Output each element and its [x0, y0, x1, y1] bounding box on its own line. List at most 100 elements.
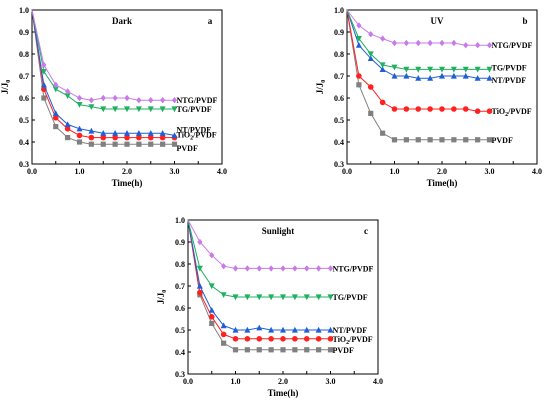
data-point [474, 108, 481, 114]
data-point [209, 320, 215, 326]
data-point [124, 94, 130, 102]
y-tick-label: 0.7 [19, 72, 29, 81]
series-label: NTG/PVDF [333, 264, 374, 273]
series-label: NTG/PVDF [492, 41, 533, 50]
series-label: TG/PVDF [177, 105, 212, 114]
x-axis-title: Time(h) [268, 388, 299, 398]
data-point [463, 137, 469, 143]
y-tick-label: 1.0 [334, 6, 344, 15]
data-point [475, 137, 481, 143]
data-point [76, 139, 83, 145]
series-tio2-pvdf: TiO2/PVDF [346, 9, 532, 118]
data-point [415, 106, 422, 112]
x-tick-label: 0.0 [27, 167, 37, 176]
data-point [462, 66, 469, 73]
data-point [197, 238, 203, 246]
y-tick-label: 0.8 [19, 50, 29, 59]
data-point [391, 137, 398, 143]
x-tick-label: 0.0 [342, 167, 352, 176]
data-point [147, 134, 154, 141]
data-point [391, 39, 398, 47]
data-point [368, 31, 374, 38]
data-point [64, 126, 71, 132]
data-point [136, 97, 142, 104]
data-point [124, 106, 130, 113]
data-point [486, 137, 493, 143]
data-point [171, 97, 178, 104]
data-point [427, 106, 433, 112]
data-point [65, 135, 71, 141]
data-point [88, 134, 95, 141]
series-tg-pvdf: TG/PVDF [187, 219, 368, 302]
data-point [53, 124, 59, 130]
data-point [53, 81, 59, 88]
data-point [148, 97, 154, 104]
x-tick-label: 1.0 [231, 377, 241, 386]
data-point [100, 106, 107, 113]
data-point [220, 322, 227, 329]
data-point [112, 130, 119, 136]
chart-panel-a: 0.0 1.0 2.0 3.0 4.0 0.3 0.4 0.5 0.6 0.7 0.8 0.9 1.0 T… [0, 6, 227, 188]
data-point [356, 73, 362, 79]
data-point [439, 72, 445, 79]
data-point [327, 294, 334, 301]
data-point [427, 39, 433, 47]
data-point [221, 340, 227, 346]
data-point [391, 72, 398, 79]
data-point [280, 347, 286, 353]
data-point [171, 132, 178, 138]
data-point [147, 106, 154, 113]
x-tick-label: 3.0 [170, 167, 180, 176]
series-label: TiO2/PVDF [177, 131, 217, 142]
data-point [450, 66, 457, 73]
y-tick-label: 0.6 [19, 94, 29, 103]
data-point [244, 326, 251, 333]
data-point [415, 137, 421, 143]
data-point [403, 39, 409, 47]
data-point [76, 94, 83, 102]
data-point [379, 66, 386, 72]
data-point [256, 336, 263, 342]
data-point [268, 336, 274, 342]
data-point [256, 347, 262, 353]
data-point [315, 336, 322, 342]
data-point [40, 69, 47, 75]
series-pvdf: PVDF [187, 219, 354, 355]
y-tick-label: 0.4 [334, 138, 344, 147]
panel-letter: c [364, 226, 368, 236]
data-point [415, 75, 422, 81]
series-nt-pvdf: NT/PVDF [31, 9, 211, 138]
data-point [391, 64, 398, 71]
data-point [439, 66, 445, 73]
y-tick-label: 0.3 [175, 370, 185, 379]
data-point [232, 265, 239, 272]
data-point [100, 141, 106, 147]
y-tick-label: 0.5 [175, 326, 185, 335]
x-tick-label: 0.0 [183, 377, 193, 386]
data-point [88, 104, 95, 110]
data-point [112, 141, 118, 147]
data-point [135, 106, 142, 113]
data-point [356, 82, 362, 88]
data-point [197, 289, 203, 296]
data-point [451, 106, 457, 112]
data-point [41, 95, 47, 101]
panel-title: Dark [112, 16, 132, 26]
data-point [403, 106, 410, 112]
data-point [379, 99, 386, 106]
data-point [486, 42, 493, 49]
data-point [52, 86, 59, 93]
y-tick-label: 1.0 [19, 6, 29, 15]
data-point [52, 110, 59, 116]
panel-title: Sunlight [262, 226, 295, 236]
x-tick-label: 4.0 [217, 167, 227, 176]
data-point [76, 125, 83, 132]
series-label: TiO2/PVDF [333, 335, 373, 346]
data-point [327, 336, 334, 342]
data-point [462, 72, 469, 79]
data-point [244, 265, 250, 272]
data-point [64, 93, 71, 99]
data-point [208, 283, 215, 290]
data-point [208, 314, 215, 320]
y-tick-label: 0.4 [19, 138, 29, 147]
